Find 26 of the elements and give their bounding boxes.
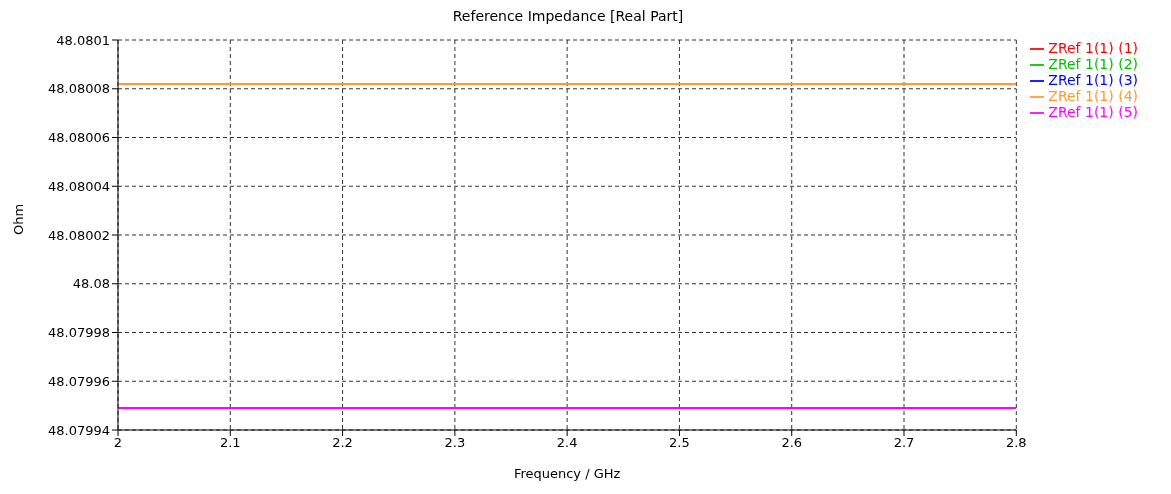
x-tick-label: 2.4 bbox=[556, 435, 578, 451]
y-tick-label: 48.07998 bbox=[47, 325, 110, 341]
y-tick-label: 48.08004 bbox=[47, 178, 110, 194]
x-tick-label: 2.7 bbox=[893, 435, 915, 451]
x-tick-label: 2.1 bbox=[219, 435, 241, 451]
legend-label: ZRef 1(1) (4) bbox=[1048, 88, 1138, 104]
legend-label: ZRef 1(1) (1) bbox=[1048, 40, 1138, 56]
y-tick-label: 48.08002 bbox=[47, 227, 110, 243]
legend-label: ZRef 1(1) (3) bbox=[1048, 72, 1138, 88]
chart-title: Reference Impedance [Real Part] bbox=[451, 8, 685, 26]
x-tick-label: 2.8 bbox=[1005, 435, 1027, 451]
x-tick-label: 2.2 bbox=[332, 435, 353, 451]
legend-label: ZRef 1(1) (5) bbox=[1048, 104, 1138, 120]
y-axis-title: Ohm bbox=[10, 203, 26, 235]
x-tick-label: 2 bbox=[113, 435, 123, 451]
x-tick-label: 2.5 bbox=[669, 435, 690, 451]
x-tick-label: 2.3 bbox=[444, 435, 466, 451]
legend-label: ZRef 1(1) (2) bbox=[1048, 56, 1138, 72]
y-tick-label: 48.0801 bbox=[56, 32, 110, 48]
x-axis-title: Frequency / GHz bbox=[513, 466, 621, 481]
y-tick-label: 48.08006 bbox=[47, 130, 110, 146]
x-tick-label: 2.6 bbox=[781, 435, 803, 451]
y-tick-label: 48.08008 bbox=[47, 81, 110, 97]
y-tick-label: 48.07996 bbox=[47, 373, 110, 389]
y-tick-label: 48.07994 bbox=[47, 422, 110, 438]
y-tick-label: 48.08 bbox=[72, 276, 110, 292]
